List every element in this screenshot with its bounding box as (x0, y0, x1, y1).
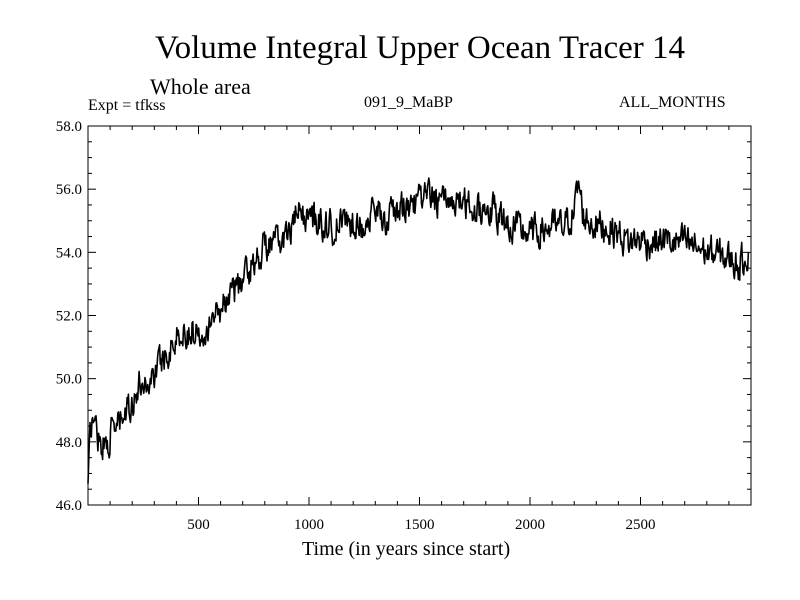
y-tick-label: 58.0 (56, 119, 82, 135)
chart-subtitle: Whole area (150, 74, 251, 99)
y-tick-label: 48.0 (56, 435, 82, 451)
y-tick-label: 52.0 (56, 309, 82, 325)
experiment-label: Expt = tfkss (88, 97, 166, 114)
y-tick-label: 56.0 (56, 182, 82, 198)
minor-ticks (88, 126, 751, 505)
x-axis-ticks: 500 1000 1500 2000 2500 (187, 126, 656, 533)
months-label: ALL_MONTHS (619, 94, 726, 111)
x-tick-label: 1000 (294, 517, 324, 533)
chart-title: Volume Integral Upper Ocean Tracer 14 (155, 30, 685, 66)
x-tick-label: 2500 (626, 517, 656, 533)
x-tick-label: 500 (187, 517, 210, 533)
y-tick-label: 50.0 (56, 372, 82, 388)
y-tick-label: 54.0 (56, 245, 82, 261)
plot-frame (87, 125, 752, 506)
y-axis-ticks: 46.0 48.0 50.0 52.0 54.0 56.0 58.0 (56, 119, 751, 514)
x-tick-label: 2000 (515, 517, 545, 533)
tracer-series-line (87, 177, 750, 484)
y-tick-label: 46.0 (56, 498, 82, 514)
run-id-label: 091_9_MaBP (364, 94, 453, 111)
x-axis-label: Time (in years since start) (302, 538, 511, 560)
x-tick-label: 1500 (405, 517, 435, 533)
